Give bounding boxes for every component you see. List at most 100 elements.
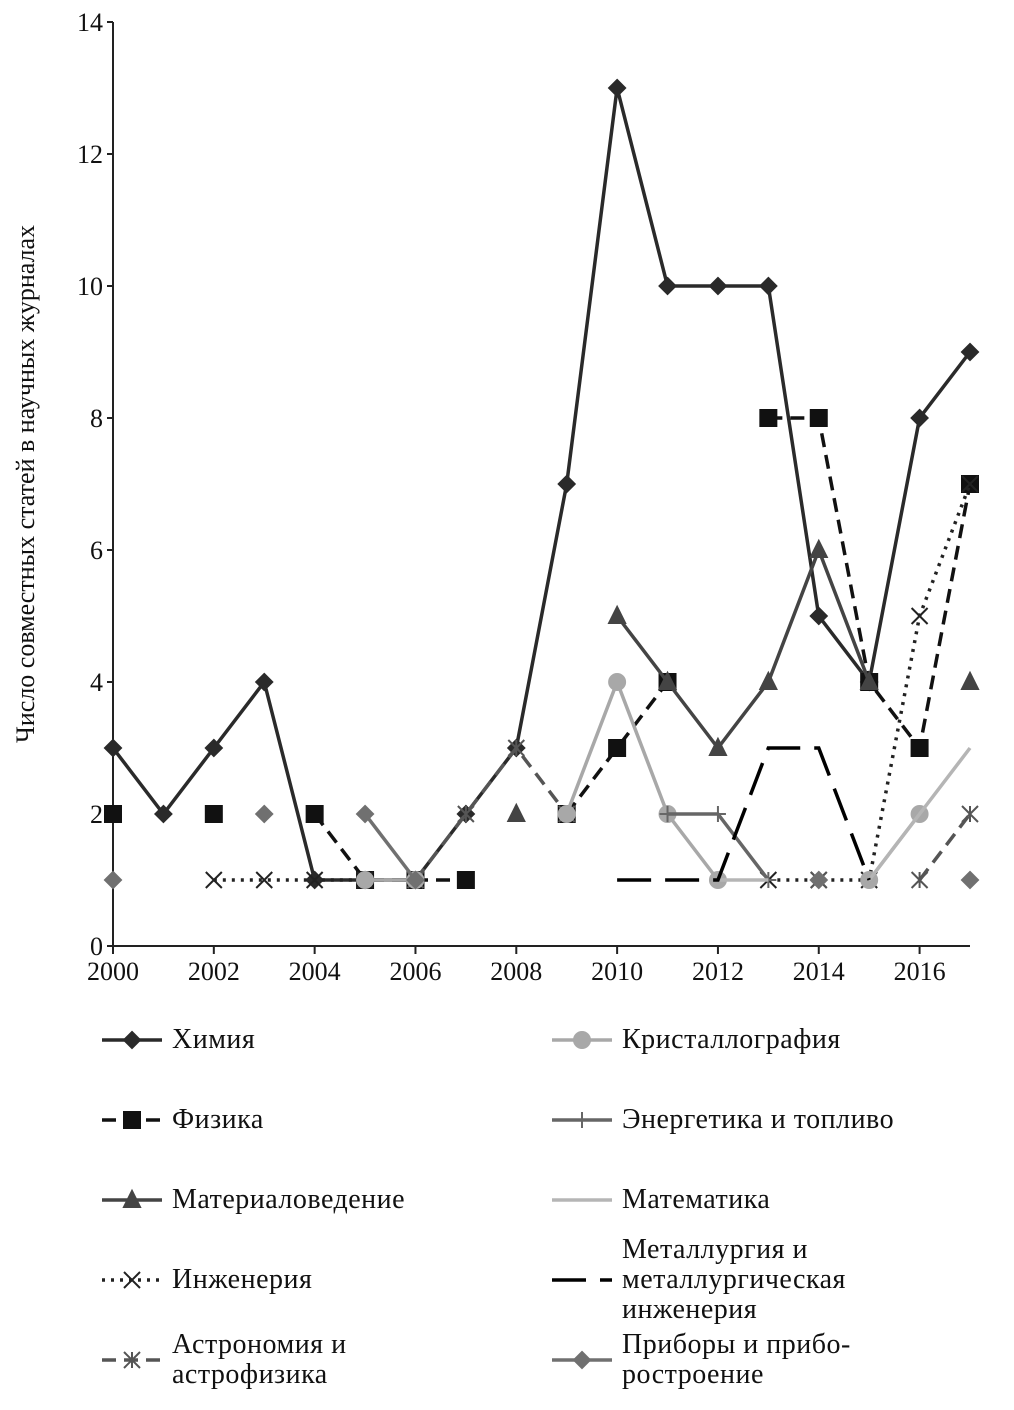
marker [457,805,475,823]
marker [103,870,123,890]
x-tick-label: 2006 [389,957,441,986]
marker [557,805,576,823]
marker [910,408,930,428]
marker [254,672,274,692]
marker [506,802,526,822]
x-tick-label: 2004 [289,957,341,986]
legend-label: Кристаллография [622,1024,841,1055]
marker [709,806,726,822]
marker [960,670,980,690]
marker [960,342,980,362]
series-line [365,814,970,880]
x-tick-label: 2016 [894,957,946,986]
legend-swatch [102,1188,162,1208]
legend-entry: Физика [100,1080,550,1160]
marker [758,276,778,296]
marker [557,474,577,494]
series-line [213,483,972,882]
marker [204,805,223,823]
series-line [414,745,972,882]
legend-label: Математика [622,1184,771,1215]
marker [254,804,274,824]
series-line [111,87,972,882]
series-line [617,746,871,882]
marker [123,1111,141,1129]
marker [708,736,728,756]
y-tick-label: 12 [77,140,103,169]
marker [456,871,475,889]
legend-entry: Кристаллография [550,1000,1000,1080]
legend-entry: Инженерия [100,1240,550,1320]
marker [659,806,676,822]
marker [708,276,728,296]
marker [607,604,627,624]
marker [910,607,929,625]
series-line [617,550,970,748]
legend-label: Металлургия и металлургическая инженерия [622,1234,846,1325]
legend-label: Инженерия [172,1264,313,1295]
y-tick-label: 4 [90,668,103,697]
legend-entry: Химия [100,1000,550,1080]
legend-swatch [552,1198,612,1202]
marker [910,871,929,889]
legend-entry: Математика [550,1160,1000,1240]
marker [104,805,122,823]
chart: Число совместных статей в научных журнал… [11,8,980,986]
legend-swatch [552,1350,612,1370]
legend-swatch [552,1031,612,1049]
y-axis-label: Число совместных статей в научных журнал… [11,225,40,743]
marker [961,475,979,493]
marker [657,670,678,690]
x-tick-label: 2010 [591,957,643,986]
x-tick-label: 2008 [490,957,542,986]
marker [961,805,979,823]
marker [572,1350,592,1370]
marker [910,739,929,757]
legend-swatch [102,1271,162,1289]
y-tick-label: 8 [90,404,103,433]
marker [809,538,829,558]
x-tick-label: 2000 [87,957,139,986]
marker [574,1112,590,1128]
marker [123,1351,141,1369]
legend-label: Материаловедение [172,1184,406,1215]
marker [573,1031,591,1049]
legend-swatch [552,1112,612,1128]
series-line [717,746,972,882]
marker [608,739,627,757]
legend: Химия Физика Материаловедение Инженерия Астр… [100,1000,1000,1400]
marker [255,871,273,889]
x-tick-label: 2012 [692,957,744,986]
legend-entry: Приборы и прибо-ростроение [550,1320,1000,1400]
marker [305,871,324,889]
marker [507,739,526,757]
legend-swatch [102,1111,162,1129]
marker [809,870,829,890]
marker [103,738,123,758]
legend-entry: Материаловедение [100,1160,550,1240]
legend-swatch [102,1030,162,1050]
marker [205,871,223,889]
y-tick-label: 6 [90,536,103,565]
legend-label: Приборы и прибо-ростроение [622,1329,851,1390]
series-line [667,812,770,882]
legend-entry: Энергетика и топливо [550,1080,1000,1160]
marker [859,670,879,690]
marker [123,1271,141,1289]
legend-label: Химия [172,1024,256,1055]
marker [122,1188,142,1208]
legend-label: Энергетика и топливо [622,1104,895,1135]
legend-entry: Астрономия и астрофизика [100,1320,550,1400]
marker [608,673,627,691]
marker [607,78,627,98]
y-tick-label: 0 [90,932,103,961]
marker [809,606,829,626]
x-tick-label: 2014 [793,957,845,986]
marker [809,409,828,427]
legend-swatch [102,1351,162,1369]
marker [153,804,173,824]
marker [658,276,677,296]
marker [759,409,778,427]
y-tick-label: 14 [77,8,103,37]
